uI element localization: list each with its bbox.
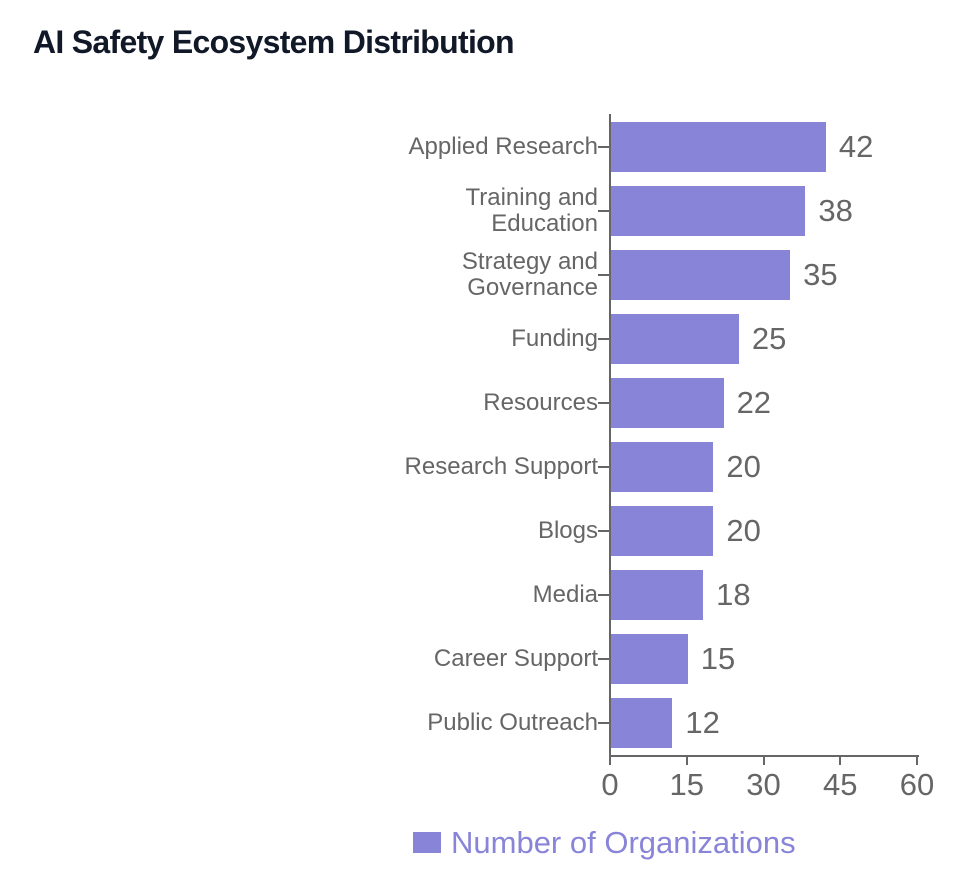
bar-row: Funding 25 xyxy=(0,307,974,371)
category-label: Career Support xyxy=(433,645,598,672)
category-label: Blogs xyxy=(537,517,598,544)
chart-title: AI Safety Ecosystem Distribution xyxy=(33,24,515,60)
bar xyxy=(611,698,673,748)
category-label: Public Outreach xyxy=(427,709,598,736)
x-tick-mark xyxy=(762,755,765,765)
bar-row: Public Outreach 12 xyxy=(0,691,974,755)
bar-value-label: 42 xyxy=(838,129,874,164)
bar-row: Resources 22 xyxy=(0,371,974,435)
bar-value-label: 18 xyxy=(716,577,751,612)
bar-value-label: 22 xyxy=(736,385,772,420)
category-label: Applied Research xyxy=(408,133,598,160)
x-tick-mark xyxy=(916,755,918,765)
category-label: Strategy and Governance xyxy=(461,248,598,301)
bar-value-label: 12 xyxy=(685,705,720,740)
bar xyxy=(611,122,826,172)
x-tick-label: 45 xyxy=(823,767,858,802)
category-label: Funding xyxy=(511,325,598,352)
x-tick-label: 30 xyxy=(746,767,781,802)
bar xyxy=(611,570,704,620)
category-label: Resources xyxy=(483,389,598,416)
bar-value-label: 15 xyxy=(700,641,736,676)
category-tick-mark xyxy=(598,722,610,724)
x-tick-mark xyxy=(609,755,611,765)
category-tick-mark xyxy=(598,402,610,404)
bar-value-label: 20 xyxy=(726,513,761,548)
bar-row: Strategy and Governance 35 xyxy=(0,243,974,307)
bar-value-label: 38 xyxy=(818,193,853,228)
bar-row: Media 18 xyxy=(0,563,974,627)
x-tick-label: 60 xyxy=(899,767,935,802)
bar-value-label: 25 xyxy=(751,321,787,356)
bar-row: Training and Education 38 xyxy=(0,179,974,243)
bar-row: Applied Research 42 xyxy=(0,115,974,179)
bar xyxy=(611,506,714,556)
category-label: Research Support xyxy=(404,453,598,480)
bar xyxy=(611,634,688,684)
bar-row: Blogs 20 xyxy=(0,499,974,563)
bar xyxy=(611,250,791,300)
bar xyxy=(611,186,806,236)
bar-value-label: 20 xyxy=(726,449,761,484)
category-tick-mark xyxy=(598,530,610,532)
y-axis-line xyxy=(609,114,611,757)
legend-swatch-icon xyxy=(413,832,441,853)
bar-row: Research Support 20 xyxy=(0,435,974,499)
category-tick-mark xyxy=(598,338,610,340)
category-tick-mark xyxy=(598,274,610,276)
bar xyxy=(611,442,714,492)
x-tick-label: 15 xyxy=(669,767,704,802)
x-tick-mark xyxy=(685,755,688,765)
category-tick-mark xyxy=(598,594,610,596)
category-label: Media xyxy=(532,581,598,608)
category-tick-mark xyxy=(598,658,610,660)
legend-label: Number of Organizations xyxy=(451,825,796,860)
category-label: Training and Education xyxy=(465,184,598,237)
bar xyxy=(611,378,724,428)
category-tick-mark xyxy=(598,146,610,148)
x-tick-mark xyxy=(839,755,842,765)
category-tick-mark xyxy=(598,210,610,212)
bar-row: Career Support 15 xyxy=(0,627,974,691)
bar-value-label: 35 xyxy=(803,257,838,292)
x-tick-label: 0 xyxy=(601,767,619,802)
bar xyxy=(611,314,739,364)
category-tick-mark xyxy=(598,466,610,468)
